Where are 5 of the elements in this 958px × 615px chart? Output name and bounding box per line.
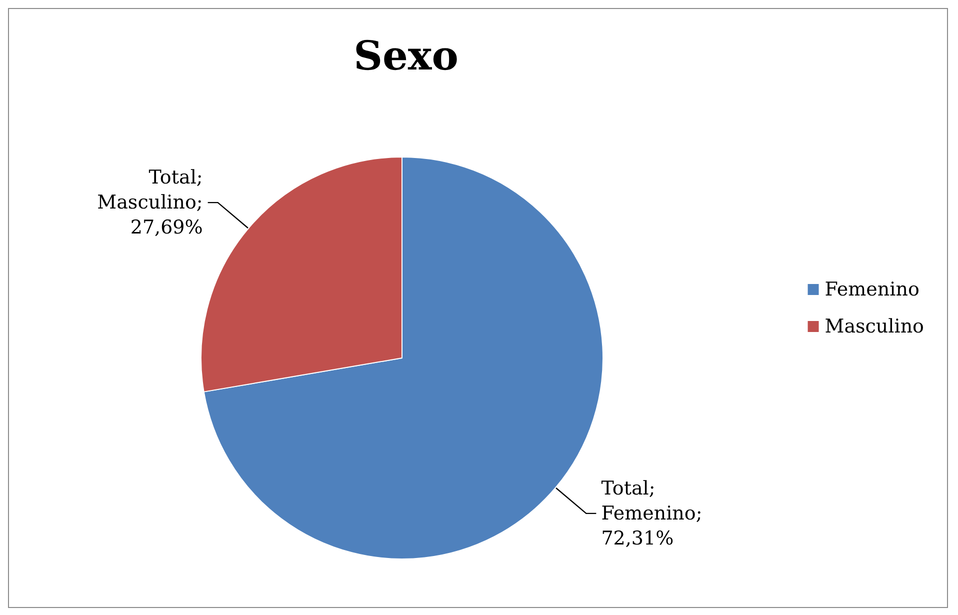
legend-label: Femenino — [824, 278, 920, 300]
data-label: Total; Femenino; 72,31% — [601, 477, 702, 550]
chart-title: Sexo — [354, 32, 458, 80]
data-label: Total; Masculino; 27,69% — [97, 166, 203, 239]
legend-label: Masculino — [824, 316, 924, 338]
